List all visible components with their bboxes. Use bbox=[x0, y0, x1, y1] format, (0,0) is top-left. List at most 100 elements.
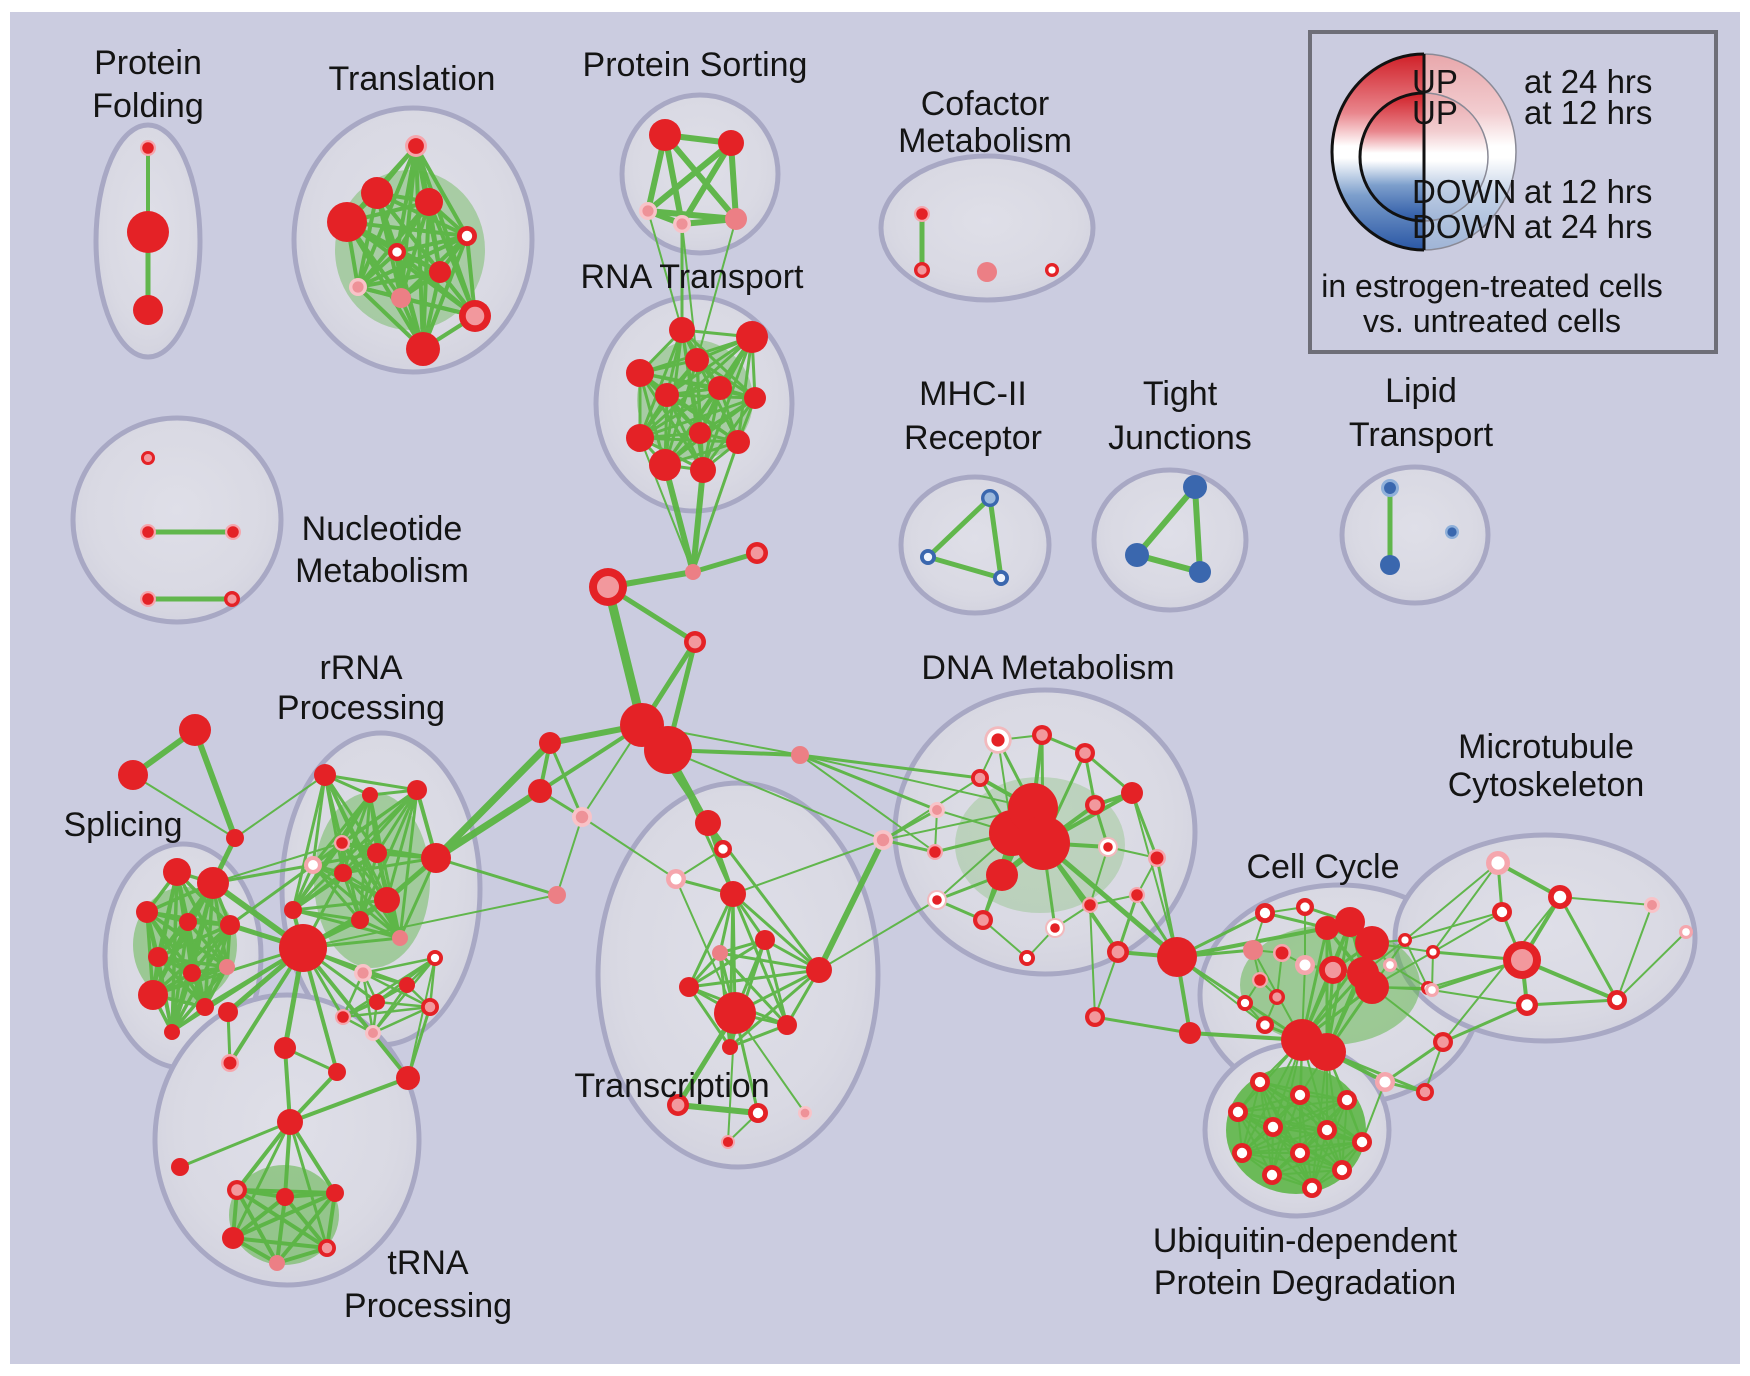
gene-node bbox=[736, 321, 768, 353]
legend-glyph-inner bbox=[1358, 91, 1424, 223]
gene-node bbox=[222, 1227, 244, 1249]
gene-node bbox=[971, 769, 989, 787]
edge bbox=[170, 920, 190, 1034]
cluster-label-translation: Translation bbox=[329, 60, 496, 98]
edge bbox=[132, 774, 236, 839]
edge bbox=[687, 892, 735, 989]
gene-node bbox=[225, 524, 241, 540]
edge bbox=[687, 985, 732, 1049]
edge bbox=[696, 218, 737, 361]
cluster-ellipse-cofactor-metabolism bbox=[878, 153, 1096, 303]
edge bbox=[987, 495, 1004, 581]
edge bbox=[283, 1195, 329, 1250]
legend-time-0: at 24 hrs bbox=[1524, 63, 1652, 100]
gene-node bbox=[1290, 1143, 1310, 1163]
gene-node bbox=[406, 332, 440, 366]
gene-node bbox=[1607, 990, 1627, 1010]
gene-node bbox=[459, 300, 491, 332]
edge bbox=[1616, 904, 1653, 1001]
gene-node bbox=[1352, 1132, 1372, 1152]
gene-node bbox=[391, 288, 411, 308]
edge bbox=[395, 234, 469, 254]
gene-node bbox=[1679, 925, 1693, 939]
edge bbox=[414, 144, 469, 238]
edge bbox=[231, 1195, 287, 1240]
gene-node bbox=[721, 1135, 735, 1149]
edge bbox=[1094, 951, 1119, 1018]
gene-node bbox=[1075, 743, 1095, 763]
edge bbox=[665, 393, 740, 444]
gene-node bbox=[415, 188, 443, 216]
edge bbox=[361, 956, 437, 975]
edge bbox=[1271, 1169, 1343, 1176]
gene-node bbox=[744, 387, 766, 409]
edge bbox=[798, 753, 982, 780]
edge bbox=[799, 754, 1034, 809]
edge bbox=[398, 788, 419, 940]
gene-node bbox=[791, 746, 809, 764]
gene-node bbox=[685, 348, 709, 372]
edge bbox=[1131, 792, 1178, 958]
gene-node bbox=[388, 243, 406, 261]
gene-node bbox=[1516, 994, 1538, 1016]
edge bbox=[288, 1076, 410, 1124]
edge bbox=[1040, 840, 1180, 960]
gene-node bbox=[1383, 958, 1397, 972]
cluster-label-rna-transport: RNA Transport bbox=[581, 258, 805, 296]
edge bbox=[1404, 911, 1503, 941]
edge bbox=[345, 220, 425, 351]
gene-node bbox=[197, 867, 229, 899]
gene-node bbox=[626, 359, 654, 387]
gene-node bbox=[798, 1106, 812, 1120]
edge bbox=[432, 787, 544, 862]
gene-node bbox=[457, 226, 477, 246]
gene-node bbox=[220, 915, 240, 935]
gene-node bbox=[427, 950, 443, 966]
gene-node bbox=[365, 1025, 381, 1041]
gene-node bbox=[140, 524, 156, 540]
gene-node bbox=[666, 869, 686, 889]
edge bbox=[1311, 1051, 1328, 1189]
cluster-label-tight-junctions: Tight bbox=[1143, 375, 1218, 413]
edge bbox=[1089, 846, 1109, 906]
gene-node bbox=[1273, 944, 1291, 962]
edge bbox=[275, 1195, 287, 1265]
cluster-label-nucleotide-metabolism: Nucleotide bbox=[302, 510, 463, 548]
edge bbox=[1271, 1141, 1363, 1176]
legend-caption-line-0: in estrogen-treated cells bbox=[1321, 268, 1663, 304]
edge bbox=[1442, 896, 1561, 1043]
gene-node bbox=[279, 924, 327, 972]
gene-node bbox=[1148, 849, 1166, 867]
cluster-label-cell-cycle: Cell Cycle bbox=[1246, 848, 1399, 886]
gene-node bbox=[179, 714, 211, 746]
gene-node bbox=[1129, 887, 1145, 903]
gene-node bbox=[354, 964, 372, 982]
gene-node bbox=[1290, 1085, 1310, 1105]
edge bbox=[291, 841, 344, 912]
legend-caption-line-1: vs. untreated cells bbox=[1363, 303, 1621, 339]
edge bbox=[1616, 931, 1687, 1001]
edge bbox=[341, 871, 402, 940]
gene-node bbox=[777, 1015, 797, 1035]
edge bbox=[385, 788, 419, 902]
gene-node bbox=[746, 542, 768, 564]
gene-node bbox=[655, 383, 679, 407]
edge bbox=[718, 951, 789, 1027]
gene-node bbox=[179, 913, 197, 931]
edge bbox=[667, 749, 884, 841]
edge bbox=[434, 856, 559, 897]
edge bbox=[311, 851, 379, 867]
edge bbox=[156, 955, 207, 1009]
cluster-label-rrna-processing: Processing bbox=[277, 689, 445, 727]
gene-node bbox=[148, 947, 168, 967]
gene-node bbox=[927, 890, 947, 910]
edge bbox=[687, 968, 821, 989]
edge bbox=[291, 788, 419, 912]
gene-node bbox=[269, 1255, 285, 1271]
gene-node bbox=[277, 1109, 303, 1135]
gene-node bbox=[1332, 1160, 1352, 1180]
gene-node bbox=[1085, 1007, 1105, 1027]
gene-node bbox=[136, 901, 158, 923]
edge bbox=[1271, 1039, 1303, 1176]
gene-node bbox=[914, 262, 930, 278]
